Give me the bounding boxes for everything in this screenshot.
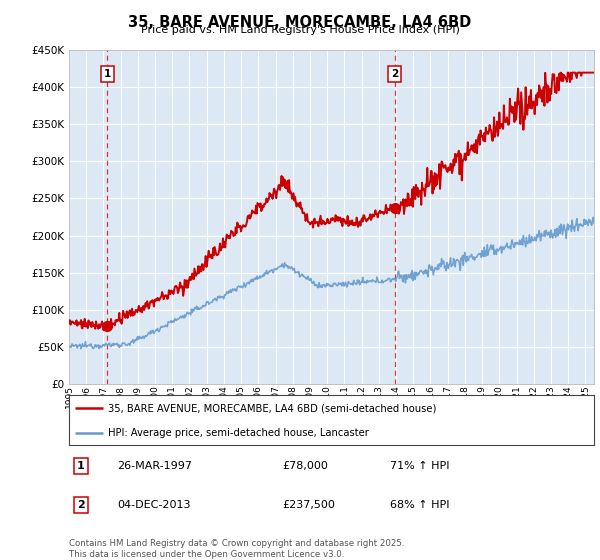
Text: 1: 1 [104,69,111,79]
Text: £237,500: £237,500 [282,500,335,510]
Text: £78,000: £78,000 [282,461,328,471]
Text: 04-DEC-2013: 04-DEC-2013 [117,500,191,510]
Text: Contains HM Land Registry data © Crown copyright and database right 2025.
This d: Contains HM Land Registry data © Crown c… [69,539,404,559]
Text: 35, BARE AVENUE, MORECAMBE, LA4 6BD (semi-detached house): 35, BARE AVENUE, MORECAMBE, LA4 6BD (sem… [109,403,437,413]
Text: 2: 2 [391,69,398,79]
Text: 71% ↑ HPI: 71% ↑ HPI [390,461,449,471]
Text: Price paid vs. HM Land Registry's House Price Index (HPI): Price paid vs. HM Land Registry's House … [140,25,460,35]
Text: 1: 1 [77,461,85,471]
Text: 26-MAR-1997: 26-MAR-1997 [117,461,192,471]
Text: 2: 2 [77,500,85,510]
Text: 68% ↑ HPI: 68% ↑ HPI [390,500,449,510]
Text: HPI: Average price, semi-detached house, Lancaster: HPI: Average price, semi-detached house,… [109,428,369,437]
Text: 35, BARE AVENUE, MORECAMBE, LA4 6BD: 35, BARE AVENUE, MORECAMBE, LA4 6BD [128,15,472,30]
